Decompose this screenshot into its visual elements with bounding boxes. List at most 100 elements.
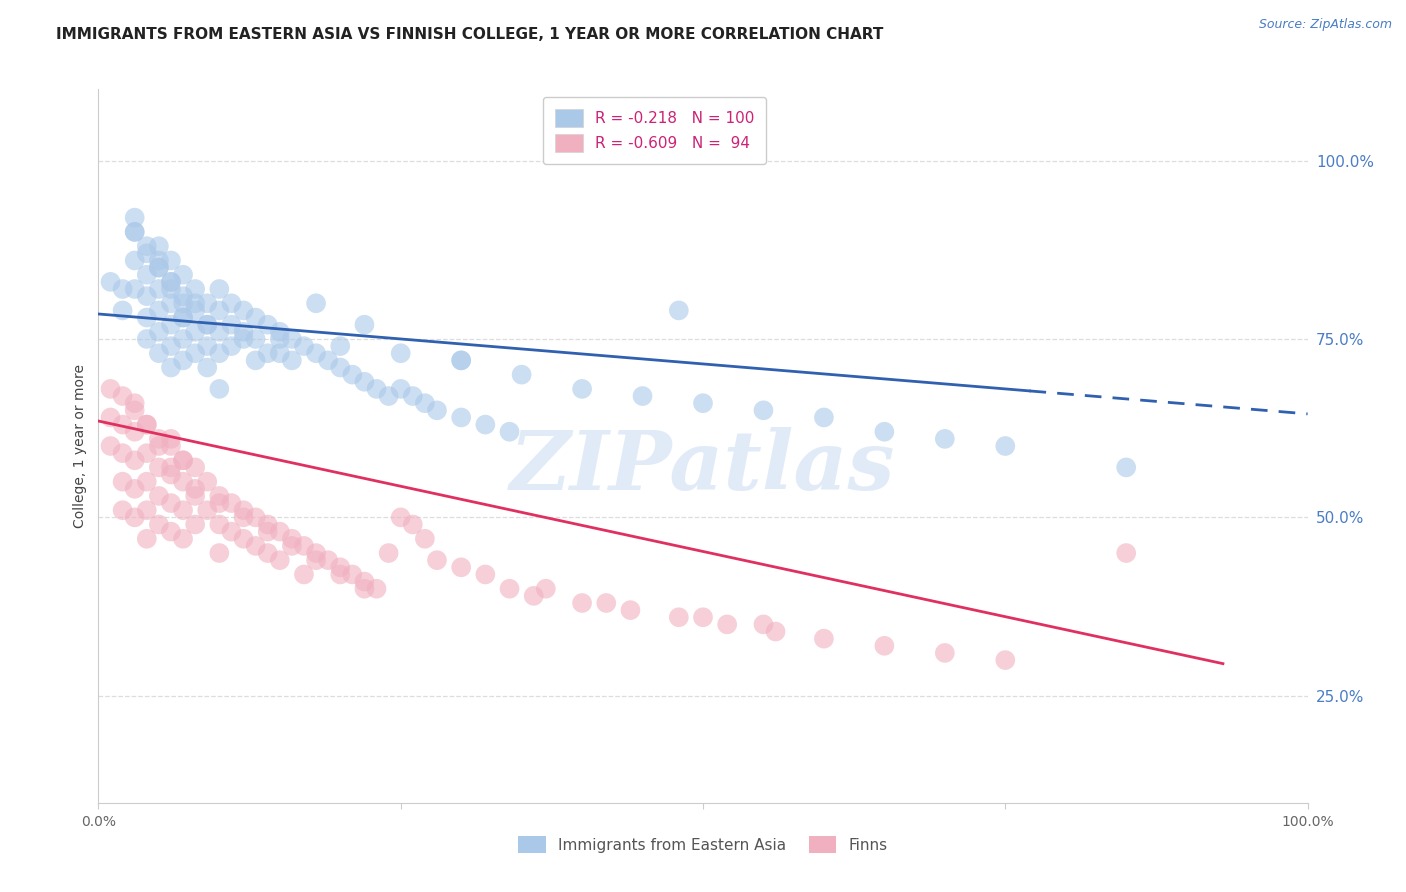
- Point: [160, 360, 183, 375]
- Point: [668, 610, 690, 624]
- Point: [208, 382, 231, 396]
- Point: [172, 268, 194, 282]
- Point: [135, 289, 157, 303]
- Point: [329, 339, 352, 353]
- Point: [256, 546, 278, 560]
- Point: [148, 282, 170, 296]
- Point: [208, 325, 231, 339]
- Point: [232, 503, 254, 517]
- Point: [184, 346, 207, 360]
- Point: [184, 282, 207, 296]
- Point: [366, 382, 388, 396]
- Point: [474, 567, 496, 582]
- Point: [172, 289, 194, 303]
- Point: [232, 332, 254, 346]
- Point: [413, 532, 436, 546]
- Point: [111, 282, 134, 296]
- Y-axis label: College, 1 year or more: College, 1 year or more: [73, 364, 87, 528]
- Point: [172, 353, 194, 368]
- Point: [389, 346, 412, 360]
- Point: [329, 567, 352, 582]
- Point: [148, 432, 170, 446]
- Point: [124, 225, 146, 239]
- Point: [172, 332, 194, 346]
- Point: [232, 532, 254, 546]
- Legend: Immigrants from Eastern Asia, Finns: Immigrants from Eastern Asia, Finns: [512, 830, 894, 859]
- Point: [148, 325, 170, 339]
- Point: [172, 503, 194, 517]
- Point: [595, 596, 617, 610]
- Point: [195, 318, 218, 332]
- Point: [148, 517, 170, 532]
- Point: [450, 410, 472, 425]
- Point: [135, 503, 157, 517]
- Point: [523, 589, 546, 603]
- Point: [498, 582, 520, 596]
- Point: [148, 253, 170, 268]
- Point: [160, 496, 183, 510]
- Point: [195, 475, 218, 489]
- Point: [148, 346, 170, 360]
- Point: [534, 582, 557, 596]
- Point: [474, 417, 496, 432]
- Point: [245, 353, 267, 368]
- Point: [316, 353, 339, 368]
- Point: [426, 403, 449, 417]
- Point: [510, 368, 533, 382]
- Point: [208, 282, 231, 296]
- Point: [269, 325, 291, 339]
- Point: [353, 318, 375, 332]
- Point: [184, 517, 207, 532]
- Point: [148, 260, 170, 275]
- Point: [135, 239, 157, 253]
- Point: [172, 310, 194, 325]
- Point: [111, 446, 134, 460]
- Point: [124, 253, 146, 268]
- Point: [256, 346, 278, 360]
- Point: [135, 475, 157, 489]
- Point: [124, 482, 146, 496]
- Point: [752, 403, 775, 417]
- Point: [934, 646, 956, 660]
- Point: [135, 268, 157, 282]
- Point: [269, 332, 291, 346]
- Point: [329, 560, 352, 574]
- Point: [256, 318, 278, 332]
- Point: [305, 553, 328, 567]
- Point: [752, 617, 775, 632]
- Point: [281, 353, 304, 368]
- Point: [402, 389, 425, 403]
- Point: [692, 610, 714, 624]
- Point: [389, 382, 412, 396]
- Point: [100, 275, 122, 289]
- Point: [160, 318, 183, 332]
- Point: [160, 282, 183, 296]
- Point: [195, 296, 218, 310]
- Point: [135, 310, 157, 325]
- Point: [281, 332, 304, 346]
- Point: [619, 603, 641, 617]
- Text: ZIPatlas: ZIPatlas: [510, 427, 896, 508]
- Point: [100, 410, 122, 425]
- Point: [195, 318, 218, 332]
- Point: [366, 582, 388, 596]
- Point: [160, 439, 183, 453]
- Point: [292, 339, 315, 353]
- Point: [184, 303, 207, 318]
- Point: [172, 453, 194, 467]
- Point: [934, 432, 956, 446]
- Point: [245, 510, 267, 524]
- Point: [450, 353, 472, 368]
- Point: [873, 425, 896, 439]
- Point: [426, 553, 449, 567]
- Point: [292, 539, 315, 553]
- Point: [124, 453, 146, 467]
- Point: [184, 489, 207, 503]
- Point: [100, 439, 122, 453]
- Point: [353, 574, 375, 589]
- Point: [184, 325, 207, 339]
- Point: [232, 303, 254, 318]
- Point: [160, 467, 183, 482]
- Point: [208, 496, 231, 510]
- Point: [316, 553, 339, 567]
